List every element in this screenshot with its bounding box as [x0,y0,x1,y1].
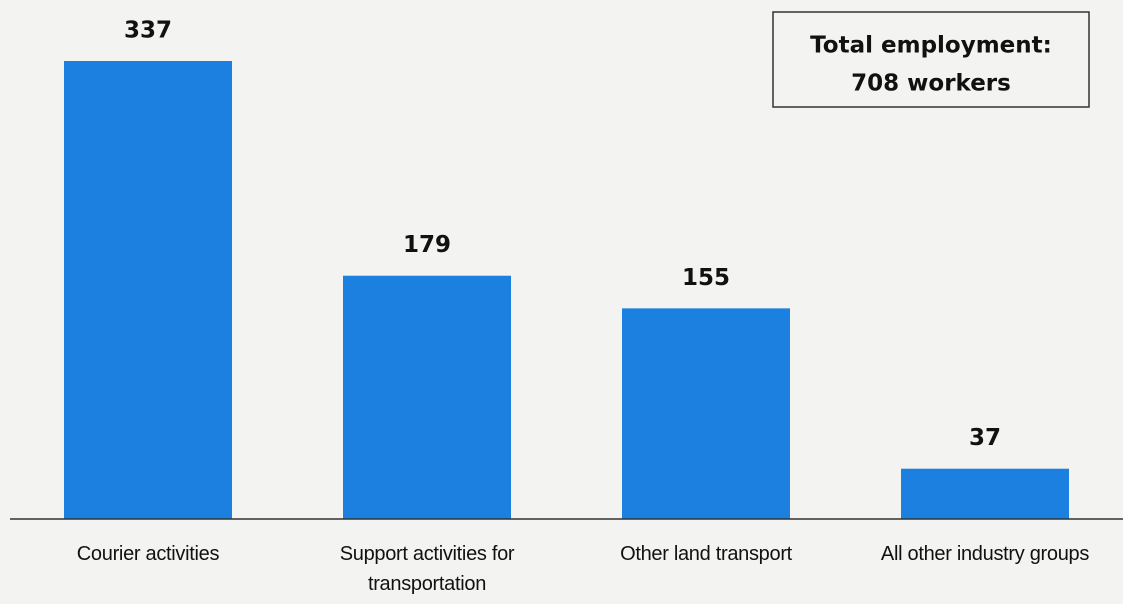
annotation-box [772,11,1090,108]
annotation-line: Total employment: [810,33,1052,59]
value-label: 155 [682,265,730,291]
bar [622,308,790,519]
x-tick-label: Support activities for transportation [339,543,515,595]
bar [901,468,1069,519]
annotation-line: 708 workers [851,71,1011,97]
bar [64,61,232,519]
x-tick-label: Other land transport [620,543,792,565]
x-tick-label: All other industry groups [880,543,1090,565]
x-tick-label: Courier activities [76,543,220,565]
value-label: 37 [969,425,1001,451]
value-label: 179 [403,232,451,258]
value-label: 337 [124,18,172,44]
bar [343,275,511,519]
